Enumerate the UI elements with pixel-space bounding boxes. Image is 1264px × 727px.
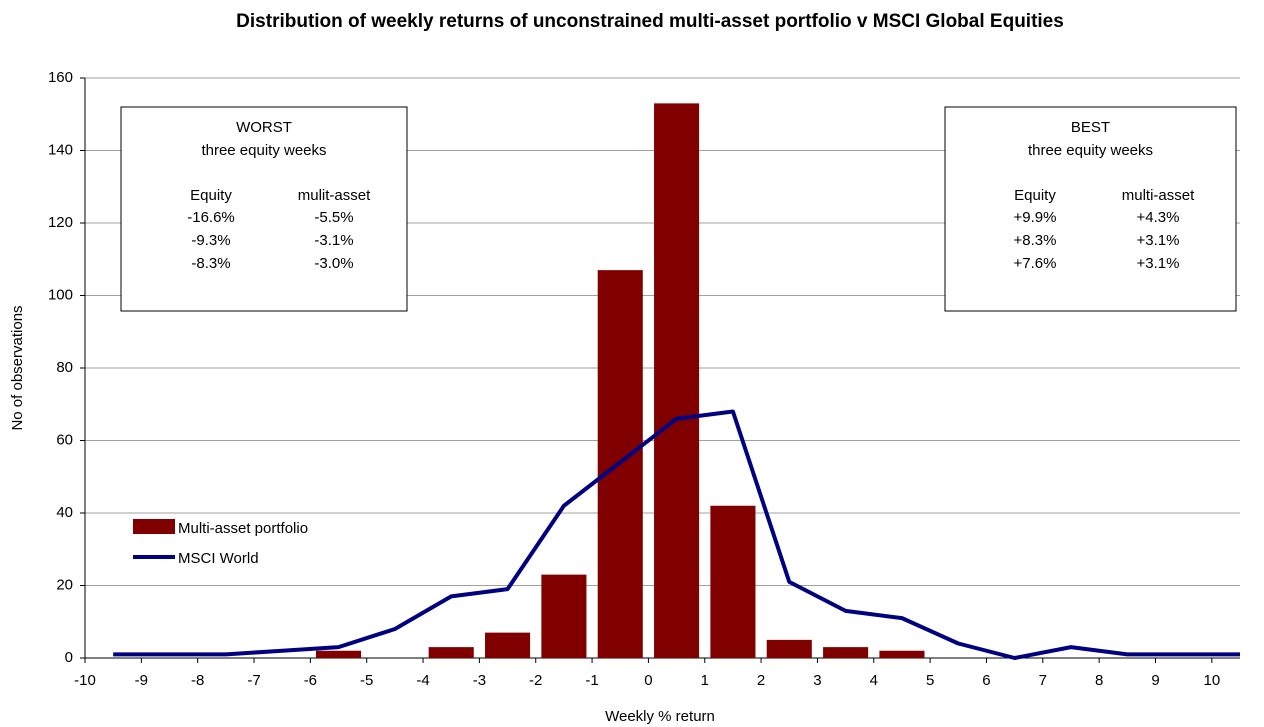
bar [879,650,925,658]
x-tick-label: -10 [74,672,96,689]
line [113,409,1240,660]
annotation-subtitle: three equity weeks [1028,142,1153,159]
x-tick-label: -4 [416,672,429,689]
bar [823,647,869,658]
x-tick-label: 9 [1151,672,1159,689]
x-tick-label: 5 [926,672,934,689]
y-tick-label: 160 [48,69,73,86]
annotation-cell: -9.3% [191,232,230,249]
annotation-cell: -3.1% [314,232,353,249]
y-tick-label: 140 [48,141,73,158]
x-tick-label: 1 [701,672,709,689]
bar [710,505,756,658]
annotation-column: Equity [1014,187,1056,204]
y-tick-label: 40 [56,504,73,521]
annotation-cell: -5.5% [314,209,353,226]
annotation-column: multi-asset [1122,187,1195,204]
y-tick-label: 20 [56,576,73,593]
annotation-cell: -3.0% [314,255,353,272]
annotation-cell: +4.3% [1137,209,1180,226]
chart-title: Distribution of weekly returns of uncons… [236,11,1064,32]
y-tick-label: 0 [65,649,73,666]
x-tick-label: 7 [1039,672,1047,689]
bar [316,650,362,658]
bar [541,574,587,658]
y-tick-label: 60 [56,431,73,448]
annotation-cell: +9.9% [1014,209,1057,226]
annotation-box [120,106,408,312]
x-tick-label: 0 [644,672,652,689]
y-axis-label: No of observations [9,305,26,430]
y-tick-label: 120 [48,214,73,231]
bar [654,103,700,658]
annotation-box [944,106,1237,312]
y-tick-label: 100 [48,286,73,303]
annotation-cell: +8.3% [1014,232,1057,249]
bar [485,632,531,658]
annotation-column: Equity [190,187,232,204]
x-tick-label: 8 [1095,672,1103,689]
x-tick-label: -1 [585,672,598,689]
x-tick-label: -3 [473,672,486,689]
annotation-cell: +3.1% [1137,232,1180,249]
legend-label: MSCI World [178,550,259,567]
x-tick-label: -2 [529,672,542,689]
annotation-subtitle: three equity weeks [201,142,326,159]
x-tick-label: -7 [247,672,260,689]
legend-swatch [133,519,175,534]
legend-label: Multi-asset portfolio [178,520,308,537]
bar [428,647,474,658]
annotation-cell: +3.1% [1137,255,1180,272]
x-tick-label: 2 [757,672,765,689]
x-tick-label: -9 [135,672,148,689]
bar [766,639,812,658]
x-axis-label: Weekly % return [605,708,715,725]
x-tick-label: -8 [191,672,204,689]
annotation-cell: -16.6% [187,209,235,226]
annotation-cell: +7.6% [1014,255,1057,272]
annotation-cell: -8.3% [191,255,230,272]
x-tick-label: 4 [870,672,878,689]
x-tick-label: 3 [813,672,821,689]
x-tick-label: -5 [360,672,373,689]
annotation-title: BEST [1071,119,1110,136]
x-tick-label: -6 [304,672,317,689]
y-tick-label: 80 [56,359,73,376]
x-tick-label: 10 [1203,672,1220,689]
x-tick-label: 6 [982,672,990,689]
annotation-column: mulit-asset [298,187,371,204]
annotation-title: WORST [236,119,292,136]
